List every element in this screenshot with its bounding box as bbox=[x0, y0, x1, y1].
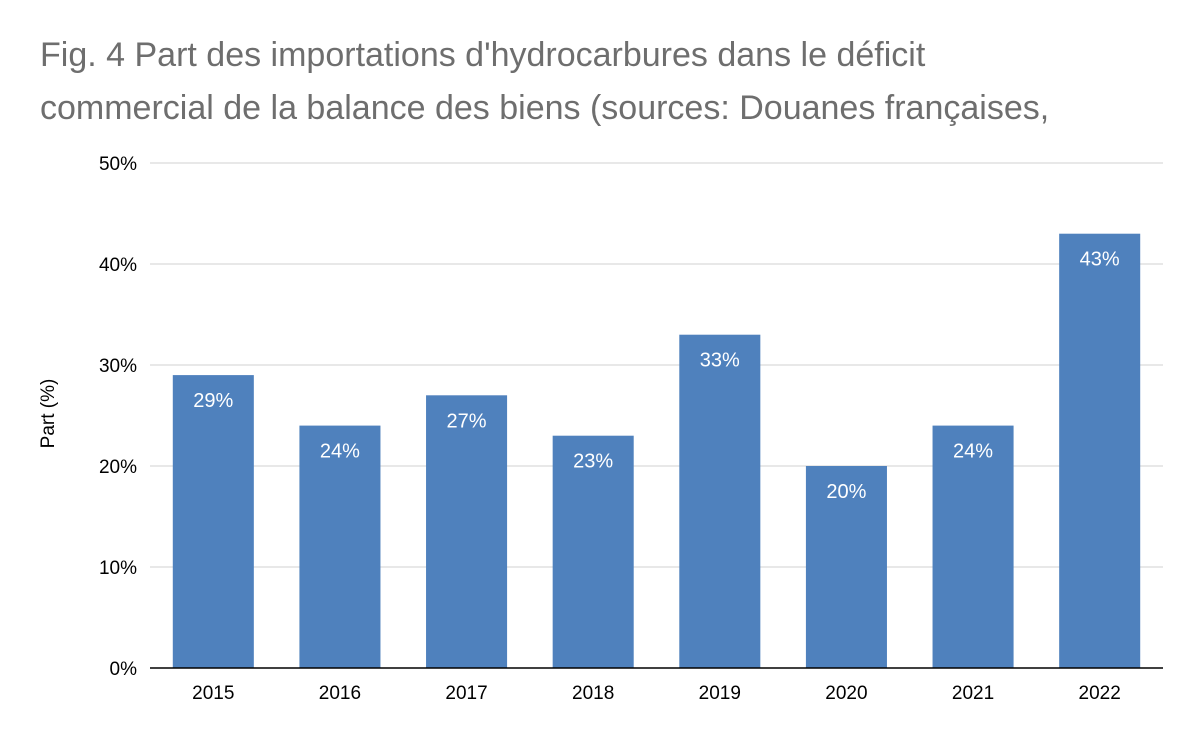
chart-title-line-2: commercial de la balance des biens (sour… bbox=[40, 89, 1049, 127]
bar-2018 bbox=[552, 435, 634, 668]
data-label-2020: 20% bbox=[826, 481, 866, 503]
data-label-2015: 29% bbox=[193, 390, 233, 412]
x-tick-label: 2015 bbox=[192, 683, 234, 704]
x-tick-label: 2016 bbox=[319, 683, 361, 704]
y-axis-tick-labels: 0% 10% 20% 30% 40% 50% bbox=[99, 154, 137, 680]
data-label-2017: 27% bbox=[447, 410, 487, 432]
bars: 29% 24% 27% 23% 33% 20% 24% 43% bbox=[172, 233, 1141, 668]
chart-title-line-1: Fig. 4 Part des importations d'hydrocarb… bbox=[40, 36, 926, 74]
data-label-2016: 24% bbox=[320, 441, 360, 463]
chart-title: Fig. 4 Part des importations d'hydrocarb… bbox=[40, 36, 1049, 127]
x-tick-label: 2018 bbox=[572, 683, 614, 704]
bar-2017 bbox=[426, 395, 508, 668]
y-tick-label: 30% bbox=[99, 356, 137, 377]
y-tick-label: 20% bbox=[99, 457, 137, 478]
y-tick-label: 40% bbox=[99, 255, 137, 276]
y-tick-label: 50% bbox=[99, 154, 137, 175]
y-tick-label: 10% bbox=[99, 558, 137, 579]
x-axis-tick-labels: 2015 2016 2017 2018 2019 2020 2021 2022 bbox=[192, 683, 1121, 704]
x-tick-label: 2019 bbox=[699, 683, 741, 704]
y-axis-title: Part (%) bbox=[38, 379, 59, 449]
y-tick-label: 0% bbox=[110, 659, 138, 680]
bar-2022 bbox=[1059, 233, 1141, 668]
x-tick-label: 2017 bbox=[445, 683, 487, 704]
data-label-2018: 23% bbox=[573, 451, 613, 473]
x-tick-label: 2021 bbox=[952, 683, 994, 704]
bar-2019 bbox=[679, 334, 761, 668]
data-label-2022: 43% bbox=[1080, 249, 1120, 271]
x-tick-label: 2020 bbox=[825, 683, 867, 704]
bar-2020 bbox=[805, 466, 887, 668]
bar-2021 bbox=[932, 425, 1014, 668]
x-tick-label: 2022 bbox=[1079, 683, 1121, 704]
data-label-2021: 24% bbox=[953, 441, 993, 463]
bar-2016 bbox=[299, 425, 381, 668]
bar-2015 bbox=[172, 375, 254, 668]
data-label-2019: 33% bbox=[700, 350, 740, 372]
